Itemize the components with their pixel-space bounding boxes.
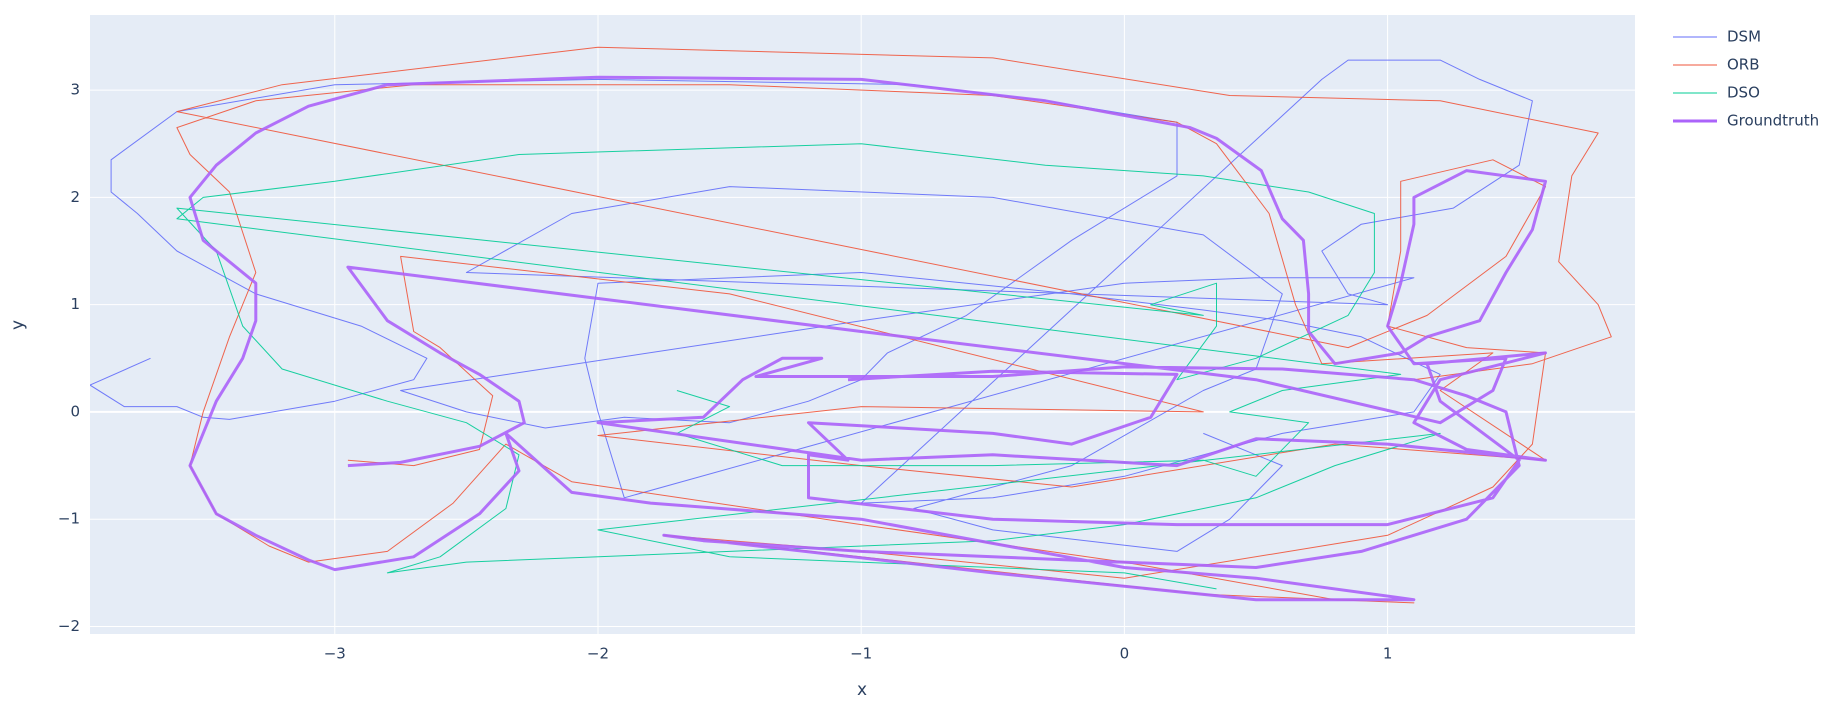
- y-tick-label: 1: [70, 295, 80, 313]
- x-tick-label: −1: [850, 645, 872, 663]
- y-tick-label: 0: [70, 402, 80, 420]
- legend-label[interactable]: ORB: [1727, 56, 1760, 74]
- trace-line: [90, 59, 1533, 552]
- trace-line: [176, 46, 1612, 604]
- x-tick-label: 0: [1120, 645, 1130, 663]
- y-tick-label: 2: [70, 188, 80, 206]
- y-tick-label: 3: [70, 81, 80, 99]
- x-tick-label: −2: [587, 645, 609, 663]
- x-tick-label: −3: [324, 645, 346, 663]
- x-axis-title: x: [857, 680, 867, 700]
- legend-label[interactable]: DSO: [1727, 84, 1760, 102]
- trace-line: [188, 75, 1547, 602]
- legend-label[interactable]: DSM: [1727, 28, 1761, 46]
- y-axis-title: y: [8, 320, 28, 330]
- traces: [90, 46, 1612, 604]
- legend-label[interactable]: Groundtruth: [1727, 112, 1819, 130]
- y-tick-label: −1: [58, 510, 80, 528]
- trace-line: [176, 143, 1441, 590]
- y-tick-label: −2: [58, 617, 80, 635]
- plot-area: [90, 15, 1635, 634]
- x-tick-label: 1: [1383, 645, 1393, 663]
- legend: DSM ORB DSO Groundtruth: [1673, 28, 1819, 130]
